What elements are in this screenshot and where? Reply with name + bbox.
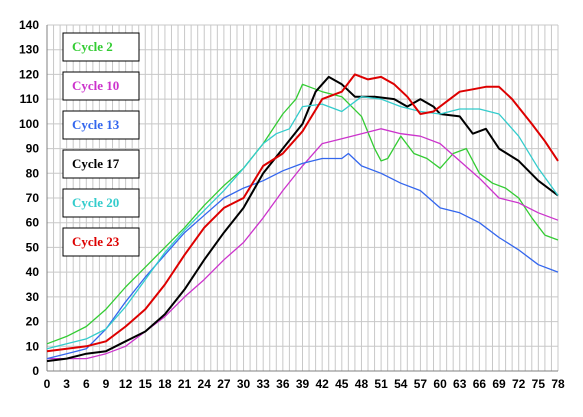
x-tick-label: 42: [315, 377, 329, 391]
legend-label: Cycle 2: [72, 39, 113, 54]
legend-box: [62, 32, 140, 62]
x-tick-label: 0: [44, 377, 51, 391]
legend-box: [62, 149, 140, 179]
series-lines: [46, 73, 559, 363]
legend-entry-cycle-2: Cycle 2: [62, 32, 140, 62]
y-tick-label: 60: [26, 216, 40, 230]
x-tick-label: 51: [374, 377, 388, 391]
y-tick-label: 140: [19, 18, 39, 32]
x-tick-label: 15: [139, 377, 153, 391]
legend: Cycle 2 Cycle 10 Cycle 13 Cycle 17 Cycle 20 C…: [62, 32, 140, 257]
axes: [46, 25, 558, 372]
x-tick-label: 9: [103, 377, 110, 391]
x-tick-label: 75: [532, 377, 546, 391]
x-tick-labels: 0 3 6 9 12 15 18 21 24 27 30 33 36 39 42 45 48 51 54 57 60 63…: [44, 377, 565, 391]
x-tick-label: 12: [119, 377, 133, 391]
x-tick-label: 6: [83, 377, 90, 391]
y-tick-label: 50: [26, 240, 40, 254]
legend-entry-cycle-13: Cycle 13: [62, 110, 140, 140]
y-tick-label: 120: [19, 67, 39, 81]
x-tick-label: 63: [453, 377, 467, 391]
legend-label: Cycle 17: [72, 156, 120, 171]
x-tick-label: 78: [551, 377, 565, 391]
y-tick-label: 0: [32, 364, 39, 378]
y-tick-label: 40: [26, 265, 40, 279]
x-tick-label: 57: [414, 377, 428, 391]
x-tick-label: 60: [433, 377, 447, 391]
legend-box: [62, 188, 140, 218]
x-tick-label: 27: [217, 377, 231, 391]
y-tick-labels: 0 10 20 30 40 50 60 70 80 90 100 110 120 130 140: [19, 18, 39, 378]
legend-label: Cycle 20: [72, 195, 119, 210]
x-tick-label: 18: [158, 377, 172, 391]
x-tick-label: 24: [198, 377, 212, 391]
x-tick-label: 69: [492, 377, 506, 391]
series-line-cycle-13: [46, 152, 559, 360]
x-tick-label: 30: [237, 377, 251, 391]
x-tick-label: 3: [63, 377, 70, 391]
legend-entry-cycle-23: Cycle 23: [62, 227, 140, 257]
x-tick-label: 36: [276, 377, 290, 391]
legend-box: [62, 71, 140, 101]
y-tick-label: 130: [19, 43, 39, 57]
series-line-cycle-10: [47, 128, 559, 360]
legend-entry-cycle-20: Cycle 20: [62, 188, 140, 218]
legend-entry-cycle-17: Cycle 17: [62, 149, 140, 179]
y-tick-label: 90: [26, 142, 40, 156]
x-tick-label: 66: [473, 377, 487, 391]
y-tick-label: 10: [26, 339, 40, 353]
series-line-cycle-2: [46, 83, 559, 345]
x-tick-label: 21: [178, 377, 192, 391]
series-line-cycle-20: [46, 96, 559, 350]
x-tick-label: 72: [512, 377, 526, 391]
y-tick-label: 70: [26, 191, 40, 205]
series-line-cycle-17: [46, 75, 559, 363]
x-tick-label: 54: [394, 377, 408, 391]
legend-box: [62, 110, 140, 140]
y-tick-label: 20: [26, 315, 40, 329]
legend-label: Cycle 10: [72, 78, 119, 93]
y-tick-label: 80: [26, 166, 40, 180]
x-tick-label: 45: [335, 377, 349, 391]
legend-entry-cycle-10: Cycle 10: [62, 71, 140, 101]
x-tick-label: 48: [355, 377, 369, 391]
x-tick-label: 39: [296, 377, 310, 391]
legend-label: Cycle 13: [72, 117, 120, 132]
x-tick-label: 33: [257, 377, 271, 391]
legend-box: [62, 227, 140, 257]
series-line-cycle-23: [46, 73, 559, 353]
y-tick-label: 100: [19, 117, 39, 131]
y-tick-label: 110: [20, 92, 40, 106]
legend-label: Cycle 23: [72, 234, 120, 249]
y-tick-label: 30: [26, 290, 40, 304]
